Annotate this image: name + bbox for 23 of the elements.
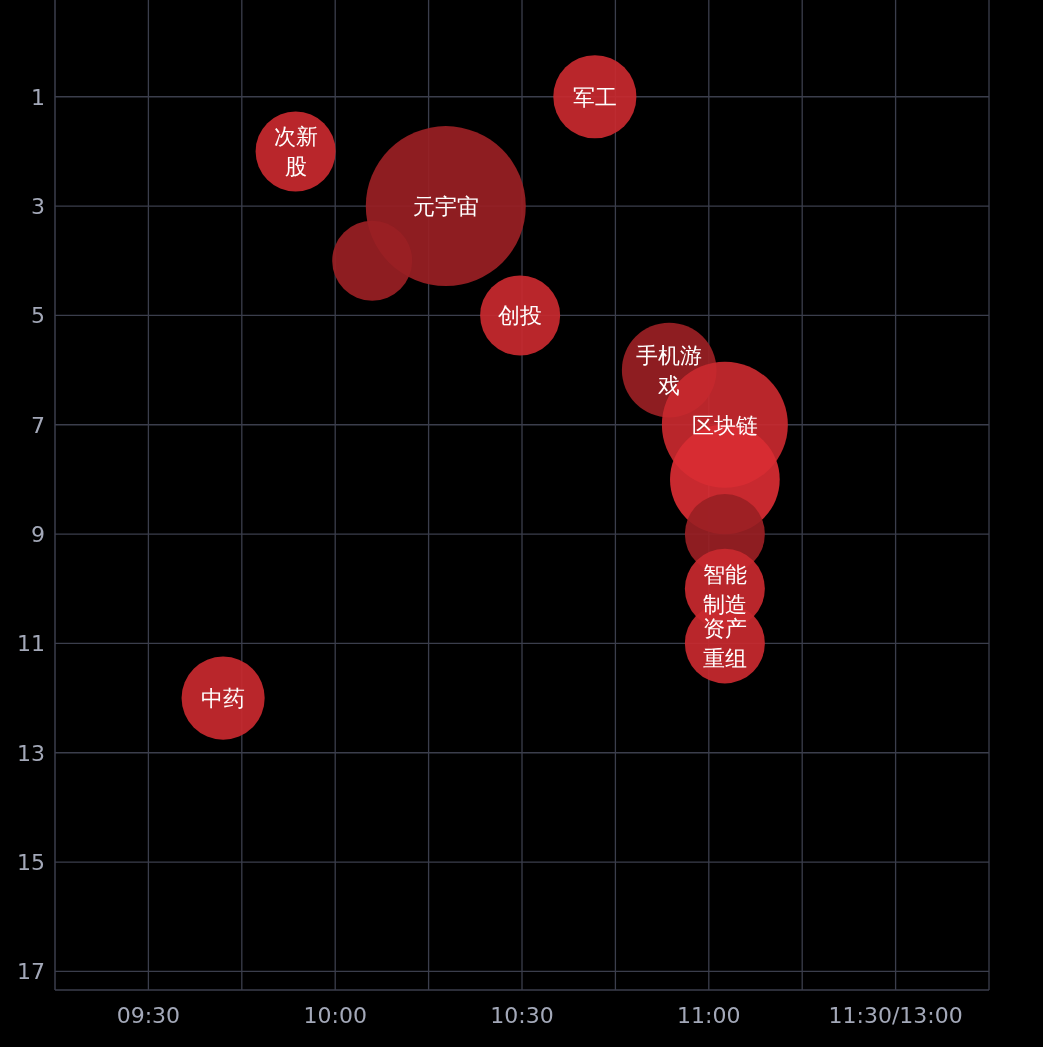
annotation: 中药 (201, 686, 246, 712)
y-tick-label: 1 (31, 84, 45, 110)
annotation: 资产重组 (702, 616, 747, 672)
y-tick-label: 11 (17, 631, 45, 657)
annotation: 智能制造 (702, 561, 747, 617)
x-tick-label: 10:30 (490, 1003, 554, 1028)
y-tick-label: 15 (17, 850, 45, 876)
annotation: 手机游戏 (636, 343, 703, 399)
y-tick-label: 3 (31, 194, 45, 220)
x-tick-label: 11:00 (677, 1003, 741, 1028)
annotation: 创投 (498, 303, 543, 329)
y-tick-label: 13 (17, 740, 45, 766)
annotation: 区块链 (691, 412, 758, 438)
y-tick-label: 7 (31, 412, 45, 438)
x-tick-label: 09:30 (116, 1003, 181, 1028)
x-tick-label: 10:00 (303, 1003, 367, 1028)
annotation: 元宇宙 (412, 194, 479, 220)
y-tick-label: 9 (31, 522, 45, 548)
annotation: 军工 (572, 84, 617, 110)
y-tick-label: 5 (31, 303, 45, 329)
x-tick-label: 11:30/13:00 (828, 1003, 963, 1028)
annotation: 次新股 (273, 124, 318, 180)
y-tick-label: 17 (17, 959, 45, 985)
